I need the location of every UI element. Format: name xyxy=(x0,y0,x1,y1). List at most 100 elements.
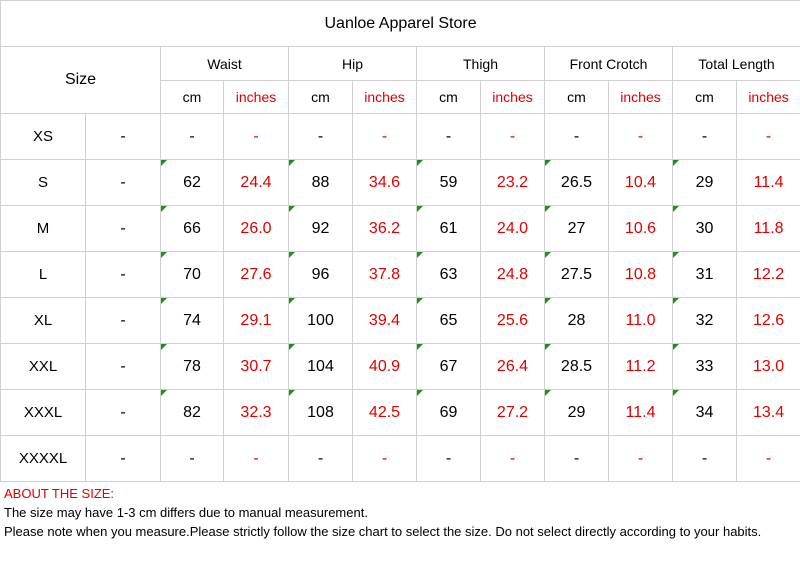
unit-cm-header: cm xyxy=(288,80,353,114)
size-secondary-cell: - xyxy=(85,159,161,206)
value-cm-cell: 28.5 xyxy=(544,343,609,390)
value-inches-cell: - xyxy=(608,435,673,482)
size-secondary-cell: - xyxy=(85,251,161,298)
notes-heading: ABOUT THE SIZE: xyxy=(4,486,115,501)
value-inches-cell: 39.4 xyxy=(352,297,417,344)
value-inches-cell: - xyxy=(480,435,545,482)
value-cm-cell: 108 xyxy=(288,389,353,436)
value-cm-cell: 33 xyxy=(672,343,737,390)
value-cm-cell: 29 xyxy=(544,389,609,436)
size-cell: XS xyxy=(0,113,86,160)
value-cm-cell: 27.5 xyxy=(544,251,609,298)
value-cm-cell: 70 xyxy=(160,251,224,298)
size-cell: XL xyxy=(0,297,86,344)
value-inches-cell: - xyxy=(735,435,800,482)
value-inches-cell: 11.8 xyxy=(735,205,800,252)
value-cm-cell: 74 xyxy=(160,297,224,344)
value-inches-cell: 11.4 xyxy=(608,389,673,436)
value-cm-cell: 69 xyxy=(416,389,481,436)
unit-inches-header: inches xyxy=(735,80,800,114)
size-table: Uanloe Apparel Store Size Waist Hip Thigh F… xyxy=(0,0,800,482)
size-header: Size xyxy=(0,46,161,114)
value-cm-cell: - xyxy=(160,113,224,160)
value-cm-cell: 66 xyxy=(160,205,224,252)
value-inches-cell: 34.6 xyxy=(352,159,417,206)
value-inches-cell: - xyxy=(352,435,417,482)
value-inches-cell: - xyxy=(608,113,673,160)
value-inches-cell: 27.6 xyxy=(223,251,289,298)
size-chart: Uanloe Apparel Store Size Waist Hip Thigh F… xyxy=(0,0,800,482)
value-inches-cell: - xyxy=(223,113,289,160)
unit-cm-header: cm xyxy=(416,80,481,114)
value-inches-cell: 10.8 xyxy=(608,251,673,298)
table-row: S -62 24.4 88 34.6 59 23.2 26.5 10.4 29 11.4 xyxy=(0,159,800,206)
measurement-header: Hip xyxy=(288,46,417,81)
value-cm-cell: 32 xyxy=(672,297,737,344)
value-cm-cell: - xyxy=(672,113,737,160)
value-cm-cell: 31 xyxy=(672,251,737,298)
size-cell: XXXL xyxy=(0,389,86,436)
value-cm-cell: 88 xyxy=(288,159,353,206)
value-cm-cell: 61 xyxy=(416,205,481,252)
value-inches-cell: 13.4 xyxy=(735,389,800,436)
value-inches-cell: 26.0 xyxy=(223,205,289,252)
value-inches-cell: 24.4 xyxy=(223,159,289,206)
value-cm-cell: 63 xyxy=(416,251,481,298)
size-cell: M xyxy=(0,205,86,252)
table-row: XXXL -82 32.3 108 42.5 69 27.2 29 11.4 34 13.4 xyxy=(0,389,800,436)
value-cm-cell: 100 xyxy=(288,297,353,344)
measurement-header: Front Crotch xyxy=(544,46,673,81)
value-cm-cell: - xyxy=(288,435,353,482)
table-row: XXXXL - - - - - - - - - - - xyxy=(0,435,800,482)
value-cm-cell: 78 xyxy=(160,343,224,390)
unit-inches-header: inches xyxy=(352,80,417,114)
value-inches-cell: 11.0 xyxy=(608,297,673,344)
value-cm-cell: 34 xyxy=(672,389,737,436)
value-cm-cell: 30 xyxy=(672,205,737,252)
size-secondary-cell: - xyxy=(85,435,161,482)
value-inches-cell: 10.4 xyxy=(608,159,673,206)
value-cm-cell: - xyxy=(416,113,481,160)
size-secondary-cell: - xyxy=(85,205,161,252)
value-inches-cell: 32.3 xyxy=(223,389,289,436)
value-inches-cell: - xyxy=(735,113,800,160)
value-cm-cell: 29 xyxy=(672,159,737,206)
table-row: XS - - - - - - - - - - - xyxy=(0,113,800,160)
value-inches-cell: 30.7 xyxy=(223,343,289,390)
size-secondary-cell: - xyxy=(85,297,161,344)
size-secondary-cell: - xyxy=(85,389,161,436)
value-cm-cell: 67 xyxy=(416,343,481,390)
value-inches-cell: 37.8 xyxy=(352,251,417,298)
value-cm-cell: 59 xyxy=(416,159,481,206)
value-cm-cell: - xyxy=(288,113,353,160)
value-cm-cell: - xyxy=(160,435,224,482)
value-inches-cell: 25.6 xyxy=(480,297,545,344)
value-inches-cell: 11.4 xyxy=(735,159,800,206)
value-inches-cell: 10.6 xyxy=(608,205,673,252)
value-cm-cell: - xyxy=(416,435,481,482)
measurement-header: Waist xyxy=(160,46,289,81)
value-cm-cell: - xyxy=(544,435,609,482)
table-row: XXL -78 30.7 104 40.9 67 26.4 28.5 11.2 33 13.0 xyxy=(0,343,800,390)
value-inches-cell: 29.1 xyxy=(223,297,289,344)
value-cm-cell: 92 xyxy=(288,205,353,252)
value-cm-cell: - xyxy=(544,113,609,160)
table-row: L -70 27.6 96 37.8 63 24.8 27.5 10.8 31 12.2 xyxy=(0,251,800,298)
value-inches-cell: 27.2 xyxy=(480,389,545,436)
size-cell: XXL xyxy=(0,343,86,390)
size-cell: L xyxy=(0,251,86,298)
size-notes: ABOUT THE SIZE: The size may have 1-3 cm… xyxy=(4,484,796,541)
unit-cm-header: cm xyxy=(544,80,609,114)
size-secondary-cell: - xyxy=(85,343,161,390)
value-inches-cell: - xyxy=(480,113,545,160)
value-cm-cell: - xyxy=(672,435,737,482)
table-row: XL -74 29.1 100 39.4 65 25.6 28 11.0 32 12.6 xyxy=(0,297,800,344)
value-cm-cell: 104 xyxy=(288,343,353,390)
value-inches-cell: 40.9 xyxy=(352,343,417,390)
value-inches-cell: 13.0 xyxy=(735,343,800,390)
value-inches-cell: - xyxy=(352,113,417,160)
unit-inches-header: inches xyxy=(223,80,289,114)
size-secondary-cell: - xyxy=(85,113,161,160)
value-inches-cell: 24.0 xyxy=(480,205,545,252)
table-row: M -66 26.0 92 36.2 61 24.0 27 10.6 30 11.8 xyxy=(0,205,800,252)
